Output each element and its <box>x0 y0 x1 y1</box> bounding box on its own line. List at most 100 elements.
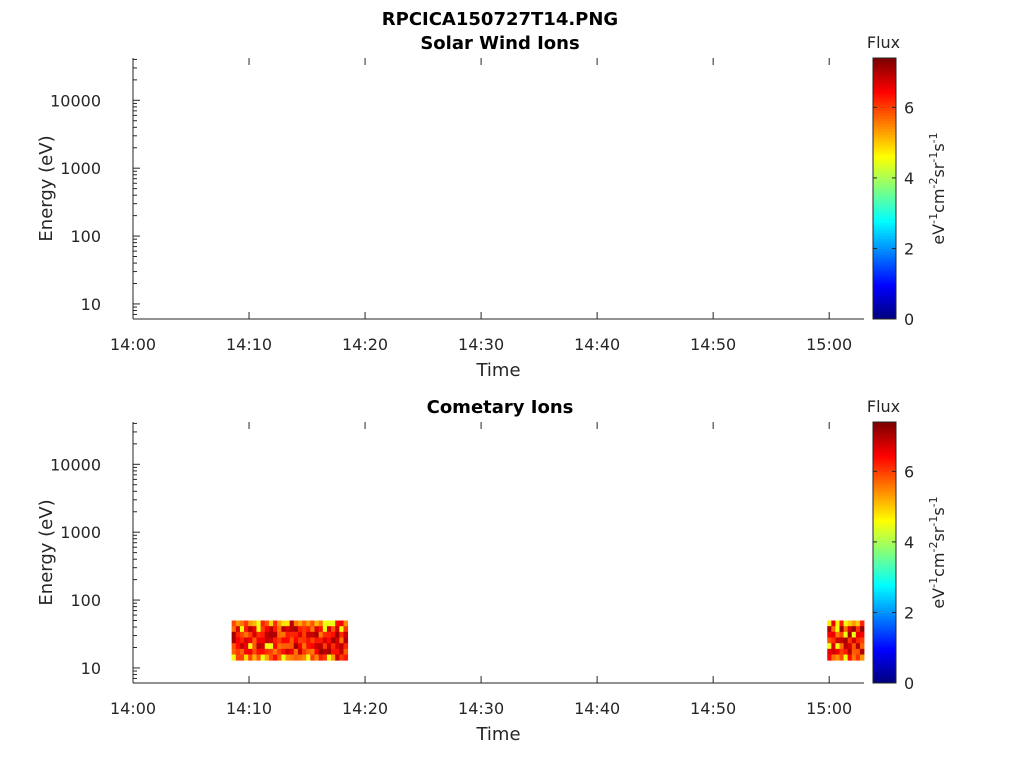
colorbar-gradient-step <box>873 656 896 661</box>
y-axis-label: Energy (eV) <box>36 135 57 241</box>
flux-cell <box>855 626 861 633</box>
colorbar-gradient-step <box>873 510 896 514</box>
colorbar-gradient-step <box>873 450 896 454</box>
x-tick-label: 15:00 <box>806 699 852 718</box>
flux-cell <box>306 626 311 633</box>
flux-cell <box>244 620 249 627</box>
flux-cell <box>339 648 344 655</box>
colorbar-title: Flux <box>867 397 900 416</box>
colorbar-gradient-step <box>873 300 896 304</box>
colorbar: 0 2 4 6 Flux eV-1cm-2sr-1s-1 <box>867 33 948 329</box>
flux-cell <box>239 637 245 644</box>
colorbar-gradient-step <box>873 151 896 156</box>
flux-cell <box>851 620 857 627</box>
flux-cell <box>326 631 332 638</box>
flux-cell <box>260 654 266 661</box>
flux-cell <box>335 648 340 655</box>
colorbar-gradient-step <box>873 144 896 148</box>
colorbar-gradient-step <box>873 482 896 486</box>
colorbar-gradient-step <box>873 211 896 216</box>
flux-cell <box>326 626 332 633</box>
colorbar-gradient-step <box>873 594 896 598</box>
flux-cell <box>260 626 266 633</box>
x-tick-label: 14:40 <box>574 335 620 354</box>
colorbar-gradient-step <box>873 573 896 577</box>
flux-cell <box>302 654 307 661</box>
flux-cell <box>260 620 266 627</box>
flux-cell <box>231 620 237 627</box>
colorbar-gradient-step <box>873 149 896 153</box>
flux-cell <box>293 648 299 655</box>
flux-cell <box>331 626 336 633</box>
colorbar-gradient-step <box>873 245 896 250</box>
flux-cell <box>248 626 253 633</box>
flux-cell <box>252 620 257 627</box>
flux-cell <box>260 637 266 644</box>
colorbar-gradient-step <box>873 86 896 90</box>
flux-cell <box>273 626 278 633</box>
flux-cell <box>256 643 262 650</box>
colorbar-gradient-step <box>873 204 896 208</box>
colorbar-gradient-step <box>873 586 896 590</box>
colorbar-gradient-step <box>873 513 896 517</box>
x-tick-label: 14:20 <box>342 335 388 354</box>
colorbar-gradient-step <box>873 227 896 231</box>
flux-cell <box>322 643 328 650</box>
flux-cell <box>264 631 270 638</box>
x-tick-label: 14:50 <box>690 699 736 718</box>
colorbar-gradient-step <box>873 427 896 431</box>
flux-cell <box>235 648 241 655</box>
colorbar-gradient-step <box>873 479 896 483</box>
x-tick-label: 14:30 <box>458 699 504 718</box>
flux-cell <box>273 631 278 638</box>
colorbar-gradient-step <box>873 424 896 428</box>
colorbar-tick-label: 6 <box>904 462 914 481</box>
colorbar-gradient-step <box>873 303 896 307</box>
flux-cell <box>310 620 315 627</box>
colorbar-gradient-step <box>873 442 896 446</box>
colorbar-gradient-step <box>873 206 896 210</box>
flux-cell <box>827 626 832 633</box>
flux-cell <box>314 626 320 633</box>
colorbar-gradient-step <box>873 188 896 192</box>
flux-cell <box>264 620 270 627</box>
flux-cell <box>326 643 332 650</box>
flux-cell <box>839 637 844 644</box>
colorbar-gradient-step <box>873 492 896 496</box>
colorbar-gradient-step <box>873 505 896 509</box>
flux-cell <box>318 626 324 633</box>
colorbar-gradient-step <box>873 555 896 559</box>
flux-cell <box>314 648 320 655</box>
panel-solar-wind-ions: Solar Wind Ions 14:00 14:10 14:20 14:30 14:40… <box>36 33 948 381</box>
flux-cell <box>281 626 286 633</box>
colorbar-gradient-step <box>873 178 896 182</box>
flux-cell <box>281 631 286 638</box>
flux-cell <box>256 631 262 638</box>
colorbar-gradient-step <box>873 183 896 187</box>
colorbar-gradient-step <box>873 515 896 520</box>
colorbar-gradient-step <box>873 266 896 270</box>
colorbar-gradient-step <box>873 159 896 163</box>
colorbar-gradient-step <box>873 659 896 663</box>
colorbar-gradient-step <box>873 84 896 88</box>
colorbar-gradient-step <box>873 662 896 666</box>
colorbar-gradient-step <box>873 675 896 679</box>
colorbar-gradient-step <box>873 133 896 137</box>
flux-cell <box>297 643 303 650</box>
panel-cometary-ions: Cometary Ions 14:00 14:10 14:20 14:30 14:40 14… <box>36 397 948 745</box>
flux-cell <box>248 620 253 627</box>
colorbar-gradient-step <box>873 112 896 116</box>
colorbar-gradient-step <box>873 596 896 600</box>
flux-cell <box>277 648 282 655</box>
colorbar-unit-label: eV-1cm-2sr-1s-1 <box>927 132 948 244</box>
flux-cell <box>827 643 832 650</box>
flux-cell <box>859 637 865 644</box>
flux-cell <box>239 654 245 661</box>
y-tick-label: 1000 <box>60 159 101 178</box>
flux-cell <box>281 643 286 650</box>
colorbar-gradient-step <box>873 243 896 247</box>
flux-cell <box>827 637 832 644</box>
flux-cell <box>285 620 291 627</box>
flux-cell <box>847 626 853 633</box>
spectrogram-data <box>231 620 865 661</box>
